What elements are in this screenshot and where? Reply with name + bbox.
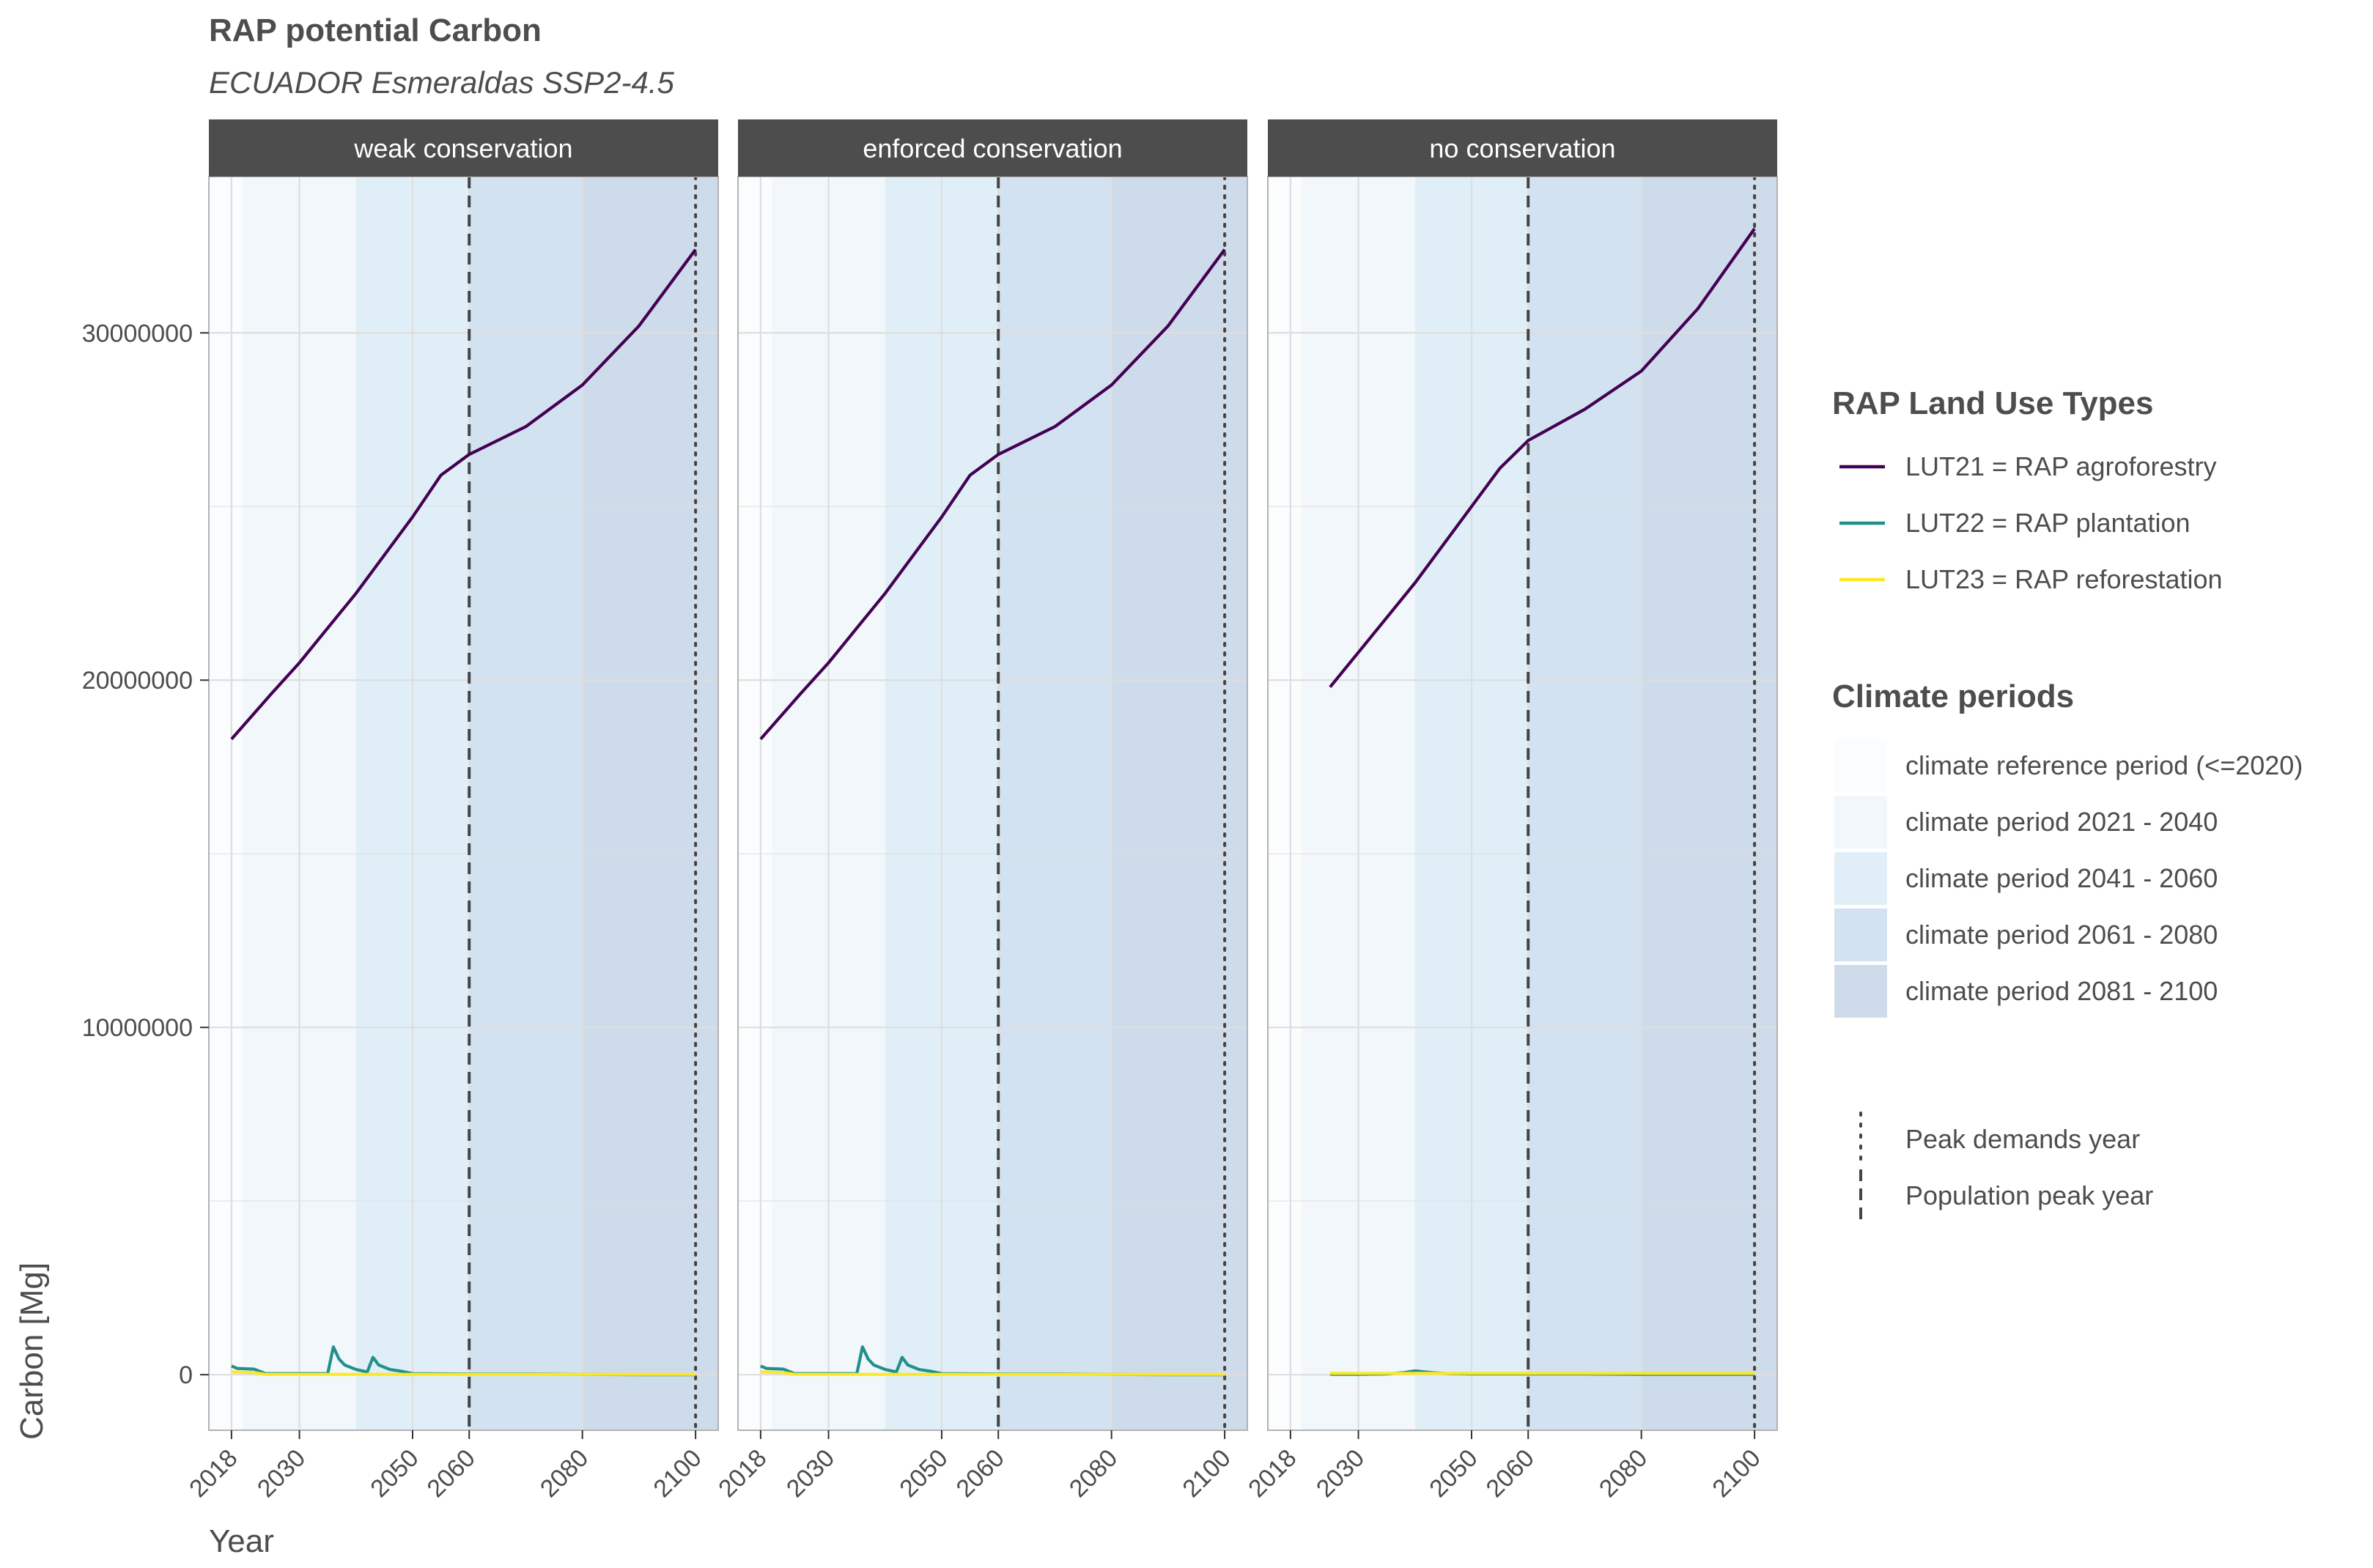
climate-legend-swatch xyxy=(1834,909,1887,961)
x-tick-label: 2050 xyxy=(365,1444,424,1503)
line-legend-label: Peak demands year xyxy=(1905,1124,2140,1154)
legend-label: LUT23 = RAP reforestation xyxy=(1905,564,2223,594)
series-legend-title: RAP Land Use Types xyxy=(1832,385,2154,421)
x-tick-label: 2018 xyxy=(1243,1444,1302,1503)
climate-legend-swatch xyxy=(1834,965,1887,1018)
x-tick-label: 2018 xyxy=(713,1444,772,1503)
x-tick-label: 2030 xyxy=(252,1444,311,1503)
climate-legend-label: climate period 2061 - 2080 xyxy=(1905,920,2218,950)
climate-legend-label: climate period 2041 - 2060 xyxy=(1905,863,2218,893)
climate-band-3 xyxy=(1528,177,1642,1430)
y-tick-label: 0 xyxy=(179,1361,193,1389)
y-tick-label: 10000000 xyxy=(82,1014,193,1042)
series-line-lut21 xyxy=(230,248,697,741)
line-legend-label: Population peak year xyxy=(1905,1180,2153,1210)
x-tick-label: 2030 xyxy=(1311,1444,1370,1503)
facet-strip xyxy=(738,119,1247,177)
x-tick-label: 2080 xyxy=(1594,1444,1653,1503)
x-tick-label: 2100 xyxy=(648,1444,706,1503)
x-tick-label: 2060 xyxy=(951,1444,1010,1503)
y-tick-label: 30000000 xyxy=(82,319,193,347)
climate-legend-label: climate period 2081 - 2100 xyxy=(1905,976,2218,1006)
chart-title: RAP potential Carbon xyxy=(209,12,542,48)
facet-strip xyxy=(1268,119,1777,177)
chart-subtitle: ECUADOR Esmeraldas SSP2-4.5 xyxy=(209,65,675,100)
legend: RAP Land Use Types LUT21 = RAP agrofores… xyxy=(1832,385,2303,1222)
series-line-lut23 xyxy=(760,1370,1225,1376)
climate-band-0 xyxy=(209,177,243,1430)
series-legend: LUT21 = RAP agroforestry LUT22 = RAP plan… xyxy=(1839,451,2223,594)
climate-band-0 xyxy=(738,177,772,1430)
series-line-lut21 xyxy=(1329,227,1756,689)
climate-legend-swatch xyxy=(1834,796,1887,848)
facet-strip-label: weak conservation xyxy=(353,133,572,163)
line-style-legend: Peak demands year Population peak year xyxy=(1859,1112,2153,1222)
x-tick-label: 2080 xyxy=(535,1444,594,1503)
series-line-lut23 xyxy=(231,1370,696,1376)
climate-legend-title: Climate periods xyxy=(1832,678,2074,714)
climate-legend-swatch xyxy=(1834,852,1887,905)
climate-band-3 xyxy=(469,177,583,1430)
climate-legend-swatch xyxy=(1834,739,1887,792)
climate-band-0 xyxy=(1268,177,1302,1430)
climate-band-3 xyxy=(998,177,1112,1430)
x-tick-label: 2100 xyxy=(1707,1444,1765,1503)
y-axis-title: Carbon [Mg] xyxy=(14,1262,50,1440)
climate-legend-label: climate period 2021 - 2040 xyxy=(1905,807,2218,837)
x-tick-label: 2018 xyxy=(184,1444,243,1503)
x-tick-label: 2030 xyxy=(781,1444,840,1503)
x-tick-label: 2060 xyxy=(1481,1444,1540,1503)
climate-band-4 xyxy=(1641,177,1777,1430)
x-tick-label: 2100 xyxy=(1177,1444,1236,1503)
x-tick-label: 2080 xyxy=(1064,1444,1123,1503)
y-tick-label: 20000000 xyxy=(82,667,193,695)
x-tick-label: 2060 xyxy=(422,1444,481,1503)
x-tick-label: 2050 xyxy=(894,1444,953,1503)
series-line-lut21 xyxy=(759,248,1226,741)
climate-legend-label: climate reference period (<=2020) xyxy=(1905,750,2303,780)
climate-legend: climate reference period (<=2020) climate… xyxy=(1834,739,2303,1018)
facet-strip-label: enforced conservation xyxy=(863,133,1122,163)
x-tick-label: 2050 xyxy=(1424,1444,1483,1503)
x-axis-title: Year xyxy=(209,1523,274,1559)
facet-strip-label: no conservation xyxy=(1429,133,1615,163)
legend-label: LUT21 = RAP agroforestry xyxy=(1905,451,2217,481)
facet-strip xyxy=(209,119,718,177)
legend-label: LUT22 = RAP plantation xyxy=(1905,508,2191,538)
